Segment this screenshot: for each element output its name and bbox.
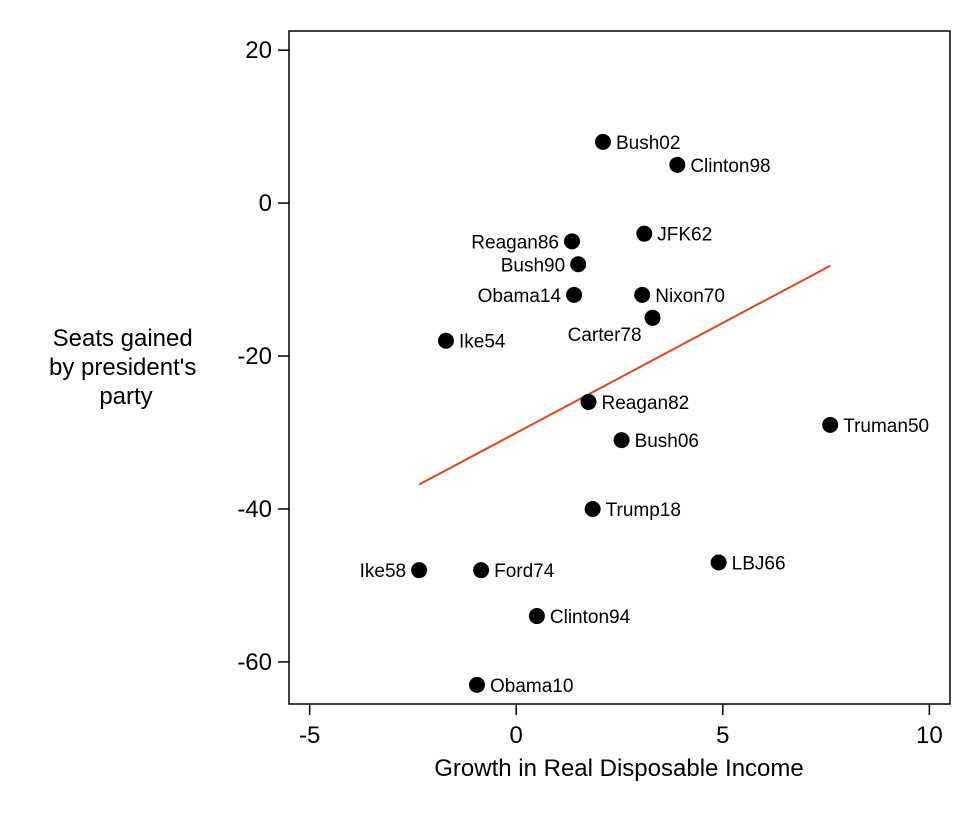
plot-frame <box>288 30 951 705</box>
data-point <box>411 562 428 579</box>
data-point-label: Bush90 <box>501 255 565 276</box>
data-point <box>613 432 630 449</box>
data-point-label: Nixon70 <box>655 286 725 307</box>
data-point-label: Trump18 <box>606 500 681 521</box>
x-tick-label: 5 <box>716 722 729 749</box>
data-point-label: Clinton98 <box>690 156 770 177</box>
data-point-label: Obama10 <box>490 676 573 697</box>
y-tick-label: -40 <box>237 496 272 523</box>
y-tick-label: 0 <box>259 190 272 217</box>
data-point <box>636 225 653 242</box>
data-point-label: Bush02 <box>616 133 680 154</box>
data-point-label: Carter78 <box>568 325 642 346</box>
data-point <box>468 676 485 693</box>
data-point <box>634 286 651 303</box>
data-point-label: Obama14 <box>478 286 562 307</box>
data-point <box>710 554 727 571</box>
data-point <box>437 332 454 349</box>
data-point <box>669 156 686 173</box>
data-point-label: Truman50 <box>843 416 929 437</box>
y-axis-title-line-1: Seats gained <box>53 325 193 352</box>
y-axis: 20 0 -20 -40 -60 <box>237 37 289 676</box>
data-point <box>644 309 661 326</box>
y-axis-title-line-2: by president's <box>49 354 196 381</box>
data-point-label: Reagan82 <box>602 393 690 414</box>
data-point <box>473 562 490 579</box>
x-axis: -5 0 5 10 <box>299 704 943 749</box>
data-point-label: Ike54 <box>459 332 506 353</box>
data-point <box>528 608 545 625</box>
data-point <box>570 256 587 273</box>
x-tick-label: -5 <box>299 722 320 749</box>
data-point <box>594 133 611 150</box>
data-point <box>822 416 839 433</box>
data-point-label: Reagan86 <box>471 232 559 253</box>
fit-line-group <box>418 264 831 486</box>
data-point <box>580 393 597 410</box>
data-point <box>566 286 583 303</box>
y-tick-label: 20 <box>245 37 272 64</box>
y-axis-title-line-3: party <box>99 383 152 410</box>
data-point-label: Ford74 <box>494 561 555 582</box>
x-axis-title: Growth in Real Disposable Income <box>434 755 804 782</box>
data-point-label: Bush06 <box>635 431 699 452</box>
data-point <box>584 500 601 517</box>
x-tick-label: 10 <box>916 722 943 749</box>
data-point <box>563 233 580 250</box>
x-tick-label: 0 <box>510 722 523 749</box>
data-point-label: Ike58 <box>360 561 406 582</box>
y-axis-title: Seats gained by president's party <box>49 325 203 410</box>
data-point-label: JFK62 <box>657 225 712 246</box>
fit-line <box>418 264 831 486</box>
y-tick-label: -60 <box>237 649 272 676</box>
y-tick-label: -20 <box>237 343 272 370</box>
data-point-label: LBJ66 <box>732 554 786 575</box>
data-point-label: Clinton94 <box>550 607 631 628</box>
